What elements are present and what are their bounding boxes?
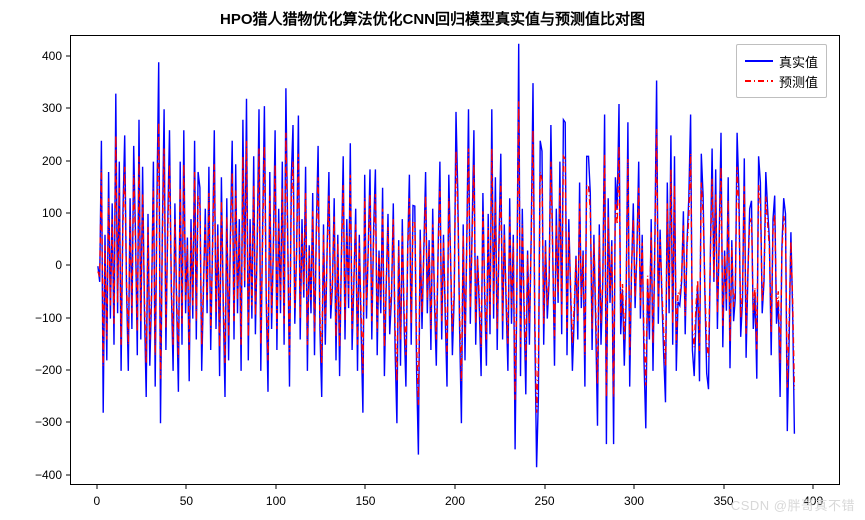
- y-tick-mark: [66, 160, 70, 161]
- legend-label-real: 真实值: [779, 52, 818, 71]
- y-tick-label: −400: [0, 468, 62, 482]
- x-tick-label: 100: [266, 494, 286, 508]
- plot-svg: [71, 36, 841, 486]
- legend-label-pred: 预测值: [779, 72, 818, 91]
- x-tick-mark: [96, 485, 97, 489]
- x-tick-mark: [275, 485, 276, 489]
- y-tick-mark: [66, 108, 70, 109]
- chart-container: HPO猎人猎物优化算法优化CNN回归模型真实值与预测值比对图 真实值 预测值 −…: [0, 0, 865, 520]
- y-tick-label: −200: [0, 363, 62, 377]
- chart-title: HPO猎人猎物优化算法优化CNN回归模型真实值与预测值比对图: [0, 8, 865, 29]
- x-tick-label: 50: [180, 494, 193, 508]
- y-tick-mark: [66, 422, 70, 423]
- x-tick-mark: [544, 485, 545, 489]
- x-tick-mark: [723, 485, 724, 489]
- y-tick-label: 0: [0, 258, 62, 272]
- y-tick-label: −300: [0, 415, 62, 429]
- x-tick-mark: [186, 485, 187, 489]
- legend: 真实值 预测值: [736, 44, 827, 98]
- y-tick-label: 300: [0, 101, 62, 115]
- y-tick-label: 200: [0, 154, 62, 168]
- legend-swatch-real: [745, 60, 773, 62]
- plot-area: 真实值 预测值: [70, 35, 840, 485]
- y-tick-mark: [66, 369, 70, 370]
- y-tick-label: 400: [0, 49, 62, 63]
- x-tick-label: 300: [624, 494, 644, 508]
- x-tick-mark: [365, 485, 366, 489]
- y-tick-mark: [66, 212, 70, 213]
- legend-item-pred: 预测值: [745, 71, 818, 91]
- x-tick-mark: [813, 485, 814, 489]
- x-tick-label: 250: [535, 494, 555, 508]
- y-tick-mark: [66, 317, 70, 318]
- y-tick-mark: [66, 265, 70, 266]
- y-tick-mark: [66, 474, 70, 475]
- x-tick-mark: [634, 485, 635, 489]
- watermark: CSDN @胖哥真不错: [731, 495, 855, 514]
- legend-item-real: 真实值: [745, 51, 818, 71]
- x-tick-label: 0: [94, 494, 101, 508]
- legend-swatch-pred: [745, 80, 773, 82]
- y-tick-label: −100: [0, 311, 62, 325]
- x-tick-label: 200: [445, 494, 465, 508]
- y-tick-mark: [66, 55, 70, 56]
- x-tick-label: 150: [355, 494, 375, 508]
- series-line-0: [98, 44, 795, 467]
- y-tick-label: 100: [0, 206, 62, 220]
- x-tick-mark: [455, 485, 456, 489]
